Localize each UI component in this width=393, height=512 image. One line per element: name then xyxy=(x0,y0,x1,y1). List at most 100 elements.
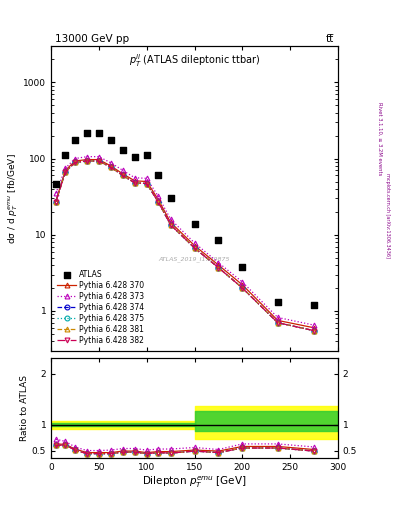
Pythia 6.428 370 xyxy=(192,243,197,249)
Pythia 6.428 381 xyxy=(97,158,101,164)
Pythia 6.428 374 xyxy=(240,285,245,291)
Pythia 6.428 375 xyxy=(156,199,161,205)
ATLAS xyxy=(155,172,162,180)
Pythia 6.428 373 xyxy=(312,322,316,328)
Pythia 6.428 382 xyxy=(275,319,280,326)
Line: Pythia 6.428 374: Pythia 6.428 374 xyxy=(53,159,316,333)
Pythia 6.428 382 xyxy=(120,173,125,179)
Pythia 6.428 382 xyxy=(97,158,101,164)
Pythia 6.428 374 xyxy=(53,199,58,205)
ATLAS xyxy=(96,129,102,137)
Legend: ATLAS, Pythia 6.428 370, Pythia 6.428 373, Pythia 6.428 374, Pythia 6.428 375, P: ATLAS, Pythia 6.428 370, Pythia 6.428 37… xyxy=(55,268,147,347)
Pythia 6.428 374 xyxy=(216,265,221,271)
Pythia 6.428 375 xyxy=(53,199,58,205)
Pythia 6.428 381 xyxy=(53,199,58,205)
Pythia 6.428 370 xyxy=(240,282,245,288)
Pythia 6.428 382 xyxy=(192,245,197,251)
ATLAS xyxy=(84,129,90,137)
Pythia 6.428 373 xyxy=(120,167,125,174)
Pythia 6.428 373 xyxy=(168,216,173,222)
Line: Pythia 6.428 370: Pythia 6.428 370 xyxy=(53,157,316,330)
Pythia 6.428 370 xyxy=(132,178,137,184)
Pythia 6.428 370 xyxy=(108,163,113,169)
Pythia 6.428 382 xyxy=(53,199,58,205)
Pythia 6.428 375 xyxy=(108,164,113,170)
Pythia 6.428 381 xyxy=(63,169,68,175)
Pythia 6.428 381 xyxy=(240,285,245,291)
ATLAS xyxy=(311,301,317,309)
Pythia 6.428 374 xyxy=(144,180,149,186)
Pythia 6.428 374 xyxy=(192,245,197,251)
Pythia 6.428 374 xyxy=(312,328,316,334)
ATLAS xyxy=(191,220,198,228)
Pythia 6.428 382 xyxy=(132,180,137,186)
Pythia 6.428 375 xyxy=(84,158,89,164)
ATLAS xyxy=(275,298,281,306)
Pythia 6.428 374 xyxy=(63,169,68,175)
Pythia 6.428 373 xyxy=(192,240,197,246)
Pythia 6.428 374 xyxy=(120,173,125,179)
Pythia 6.428 381 xyxy=(84,158,89,164)
Text: Rivet 3.1.10, ≥ 3.2M events: Rivet 3.1.10, ≥ 3.2M events xyxy=(377,101,382,175)
Pythia 6.428 381 xyxy=(108,164,113,170)
Pythia 6.428 370 xyxy=(275,317,280,324)
Pythia 6.428 374 xyxy=(156,199,161,205)
Pythia 6.428 375 xyxy=(120,173,125,179)
X-axis label: Dilepton $p_T^{emu}$ [GeV]: Dilepton $p_T^{emu}$ [GeV] xyxy=(142,475,247,490)
Pythia 6.428 373 xyxy=(275,314,280,321)
Pythia 6.428 375 xyxy=(240,285,245,291)
Y-axis label: Ratio to ATLAS: Ratio to ATLAS xyxy=(20,375,29,441)
ATLAS xyxy=(119,146,126,154)
Pythia 6.428 373 xyxy=(132,175,137,181)
Pythia 6.428 382 xyxy=(84,158,89,164)
Pythia 6.428 374 xyxy=(108,164,113,170)
Text: mcplots.cern.ch [arXiv:1306.3436]: mcplots.cern.ch [arXiv:1306.3436] xyxy=(385,173,389,258)
Pythia 6.428 370 xyxy=(97,157,101,163)
Y-axis label: dσ / d $p_T^{emu}$ [fb/GeV]: dσ / d $p_T^{emu}$ [fb/GeV] xyxy=(7,153,20,244)
Pythia 6.428 373 xyxy=(84,154,89,160)
Pythia 6.428 375 xyxy=(192,245,197,251)
Pythia 6.428 373 xyxy=(144,175,149,181)
Pythia 6.428 382 xyxy=(168,222,173,228)
ATLAS xyxy=(132,153,138,161)
ATLAS xyxy=(72,136,78,144)
Pythia 6.428 374 xyxy=(168,222,173,228)
Pythia 6.428 370 xyxy=(120,171,125,177)
Pythia 6.428 374 xyxy=(97,158,101,164)
Pythia 6.428 381 xyxy=(216,265,221,271)
Pythia 6.428 375 xyxy=(275,319,280,326)
Pythia 6.428 375 xyxy=(132,180,137,186)
Pythia 6.428 375 xyxy=(63,169,68,175)
Pythia 6.428 374 xyxy=(73,159,77,165)
Pythia 6.428 373 xyxy=(156,193,161,199)
Pythia 6.428 381 xyxy=(73,159,77,165)
Pythia 6.428 381 xyxy=(120,173,125,179)
Pythia 6.428 381 xyxy=(168,222,173,228)
Pythia 6.428 370 xyxy=(84,157,89,163)
ATLAS xyxy=(62,152,69,160)
Pythia 6.428 373 xyxy=(216,260,221,266)
ATLAS xyxy=(215,236,222,244)
Pythia 6.428 370 xyxy=(73,158,77,164)
Pythia 6.428 375 xyxy=(216,265,221,271)
Pythia 6.428 382 xyxy=(144,180,149,186)
Text: 13000 GeV pp: 13000 GeV pp xyxy=(55,33,129,44)
Line: Pythia 6.428 375: Pythia 6.428 375 xyxy=(53,159,316,333)
Pythia 6.428 382 xyxy=(73,159,77,165)
Pythia 6.428 370 xyxy=(63,167,68,174)
Pythia 6.428 381 xyxy=(144,180,149,186)
Line: Pythia 6.428 381: Pythia 6.428 381 xyxy=(53,159,316,333)
Pythia 6.428 370 xyxy=(312,325,316,331)
Text: tt̅: tt̅ xyxy=(326,33,334,44)
Pythia 6.428 373 xyxy=(73,156,77,162)
Pythia 6.428 382 xyxy=(108,164,113,170)
Pythia 6.428 373 xyxy=(63,165,68,171)
Pythia 6.428 381 xyxy=(132,180,137,186)
Pythia 6.428 370 xyxy=(216,262,221,268)
Line: Pythia 6.428 382: Pythia 6.428 382 xyxy=(53,159,316,333)
Pythia 6.428 373 xyxy=(97,154,101,160)
ATLAS xyxy=(239,263,246,271)
Pythia 6.428 375 xyxy=(312,328,316,334)
Pythia 6.428 375 xyxy=(97,158,101,164)
ATLAS xyxy=(53,179,59,187)
